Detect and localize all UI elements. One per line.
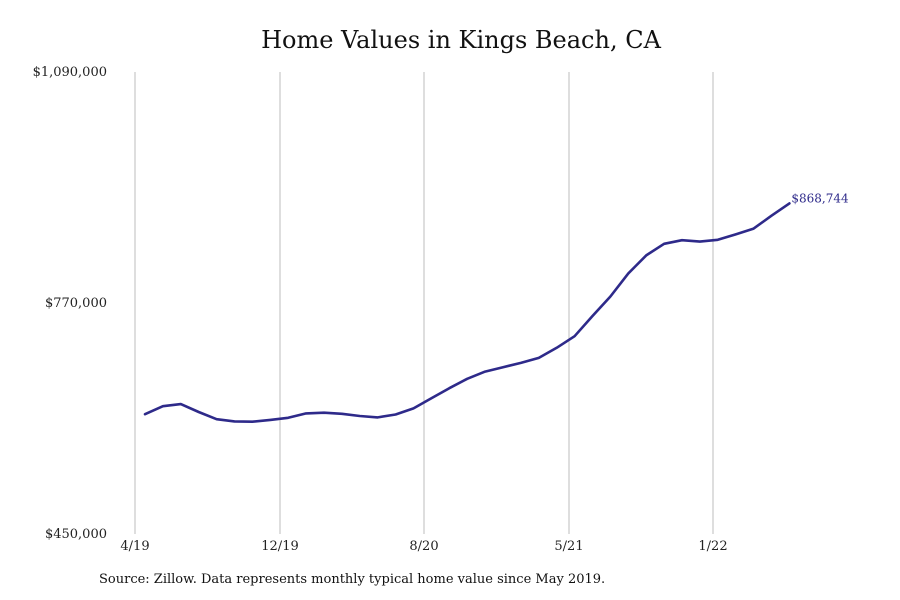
source-note: Source: Zillow. Data represents monthly … xyxy=(99,572,606,587)
x-tick-label: 4/19 xyxy=(120,539,149,554)
x-tick-label: 8/20 xyxy=(409,539,438,554)
x-tick-label: 1/22 xyxy=(698,539,727,554)
y-tick-label: $770,000 xyxy=(45,296,107,311)
end-value-label: $868,744 xyxy=(791,191,849,205)
series-line xyxy=(143,202,791,424)
y-tick-label: $450,000 xyxy=(45,527,107,542)
x-tick-label: 5/21 xyxy=(554,539,583,554)
chart-title: Home Values in Kings Beach, CA xyxy=(261,26,661,54)
y-tick-label: $1,090,000 xyxy=(33,65,107,80)
x-tick-label: 12/19 xyxy=(261,539,298,554)
